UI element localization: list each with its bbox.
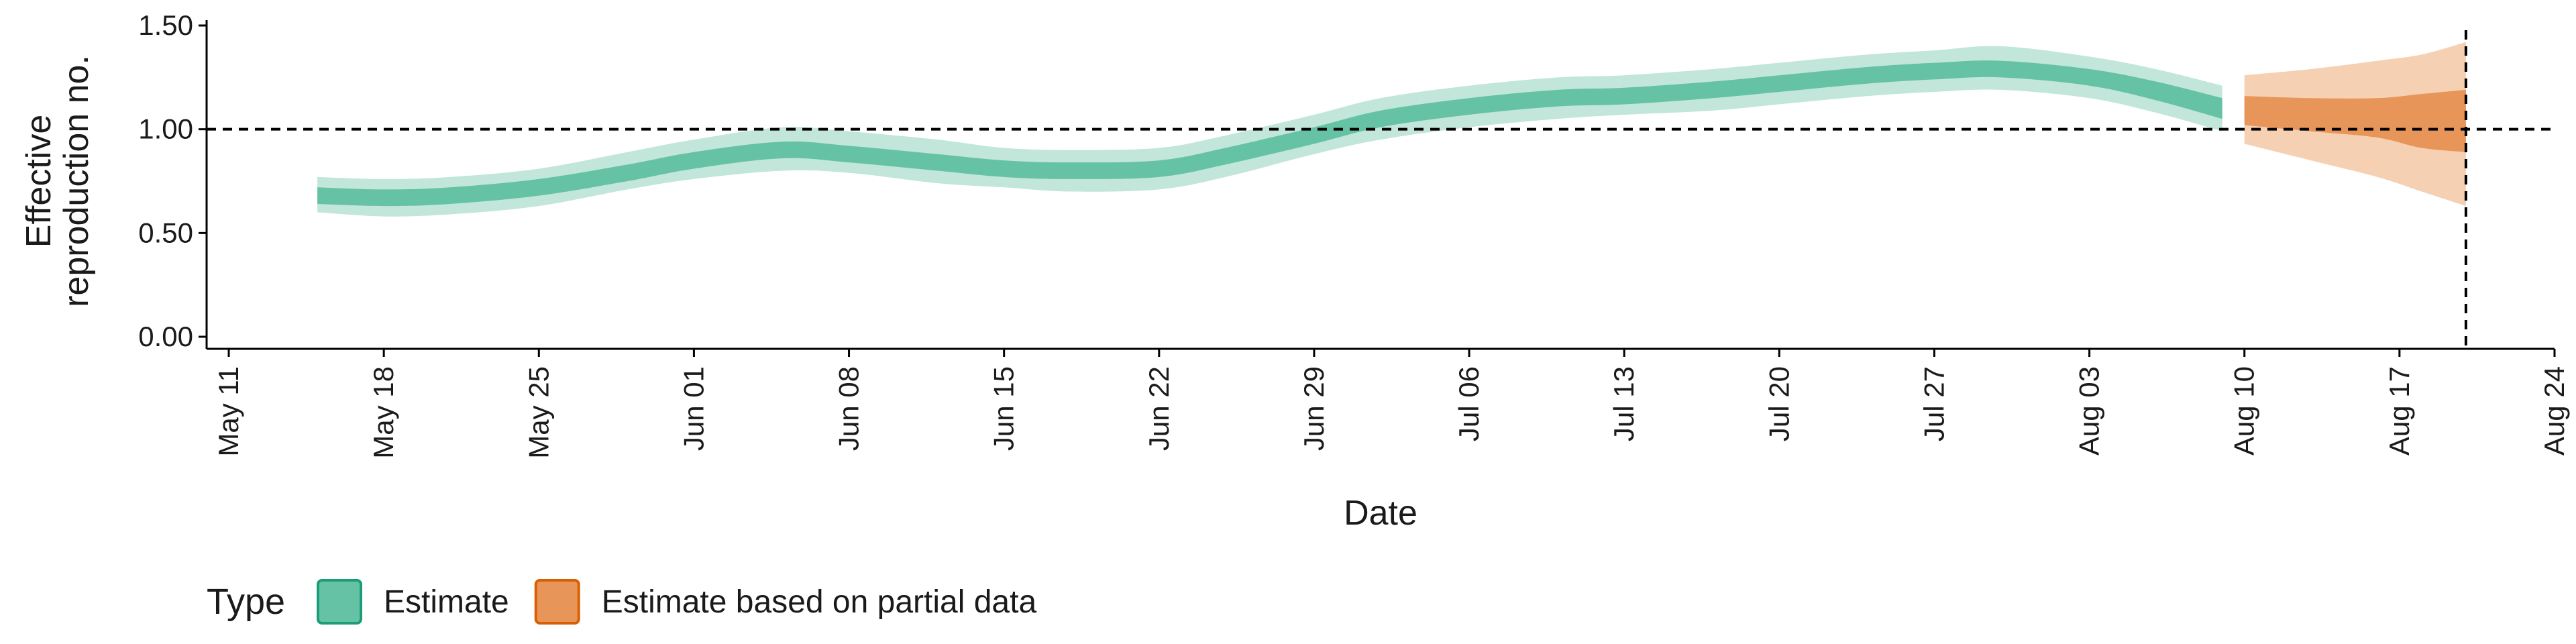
x-tick-label: May 18: [368, 366, 399, 459]
partial-estimate-inner-band: [2244, 89, 2466, 152]
estimate-bands: [317, 42, 2466, 217]
x-tick-label: Jul 27: [1918, 366, 1949, 441]
estimate-inner-band: [317, 60, 2222, 207]
x-tick-label: May 11: [213, 366, 244, 457]
legend-label: Estimate: [384, 584, 509, 620]
x-tick-label: Jun 15: [988, 366, 1020, 451]
x-tick-label: Jun 22: [1143, 366, 1175, 451]
y-tick-label: 0.50: [138, 217, 193, 248]
x-tick-label: Aug 03: [2074, 366, 2105, 455]
axes: 0.00 0.50 1.00 1.50 May 11 May 18 May 25 Jun 01…: [138, 9, 2570, 459]
y-tick-label: 1.00: [138, 113, 193, 145]
x-tick-label: Aug 17: [2383, 366, 2415, 455]
x-tick-label: Aug 24: [2538, 366, 2570, 455]
x-tick-label: Jun 01: [678, 366, 709, 451]
y-axis-title: Effectivereproduction no.: [19, 55, 96, 307]
legend: Type Estimate Estimate based on partial da…: [207, 579, 1037, 625]
x-tick-label: Jun 29: [1298, 366, 1330, 451]
y-tick-label: 1.50: [138, 9, 193, 41]
y-tick-label: 0.00: [138, 321, 193, 352]
reference-lines: [207, 30, 2555, 349]
y-axis-title-line: reproduction no.: [57, 55, 96, 307]
x-tick-label: Jun 08: [833, 366, 865, 451]
legend-title: Type: [207, 582, 285, 622]
x-tick-label: May 25: [523, 366, 554, 459]
axis-titles: Date Effectivereproduction no.: [19, 55, 1417, 533]
x-axis-title: Date: [1344, 494, 1417, 533]
y-axis-title-line: Effective: [19, 115, 58, 248]
x-tick-label: Jul 06: [1453, 366, 1485, 441]
x-tick-label: Jul 20: [1763, 366, 1794, 441]
x-tick-label: Aug 10: [2229, 366, 2260, 455]
legend-swatch: [317, 579, 362, 625]
legend-label: Estimate based on partial data: [602, 584, 1037, 620]
legend-swatch: [534, 579, 580, 625]
x-tick-label: Jul 13: [1608, 366, 1640, 441]
